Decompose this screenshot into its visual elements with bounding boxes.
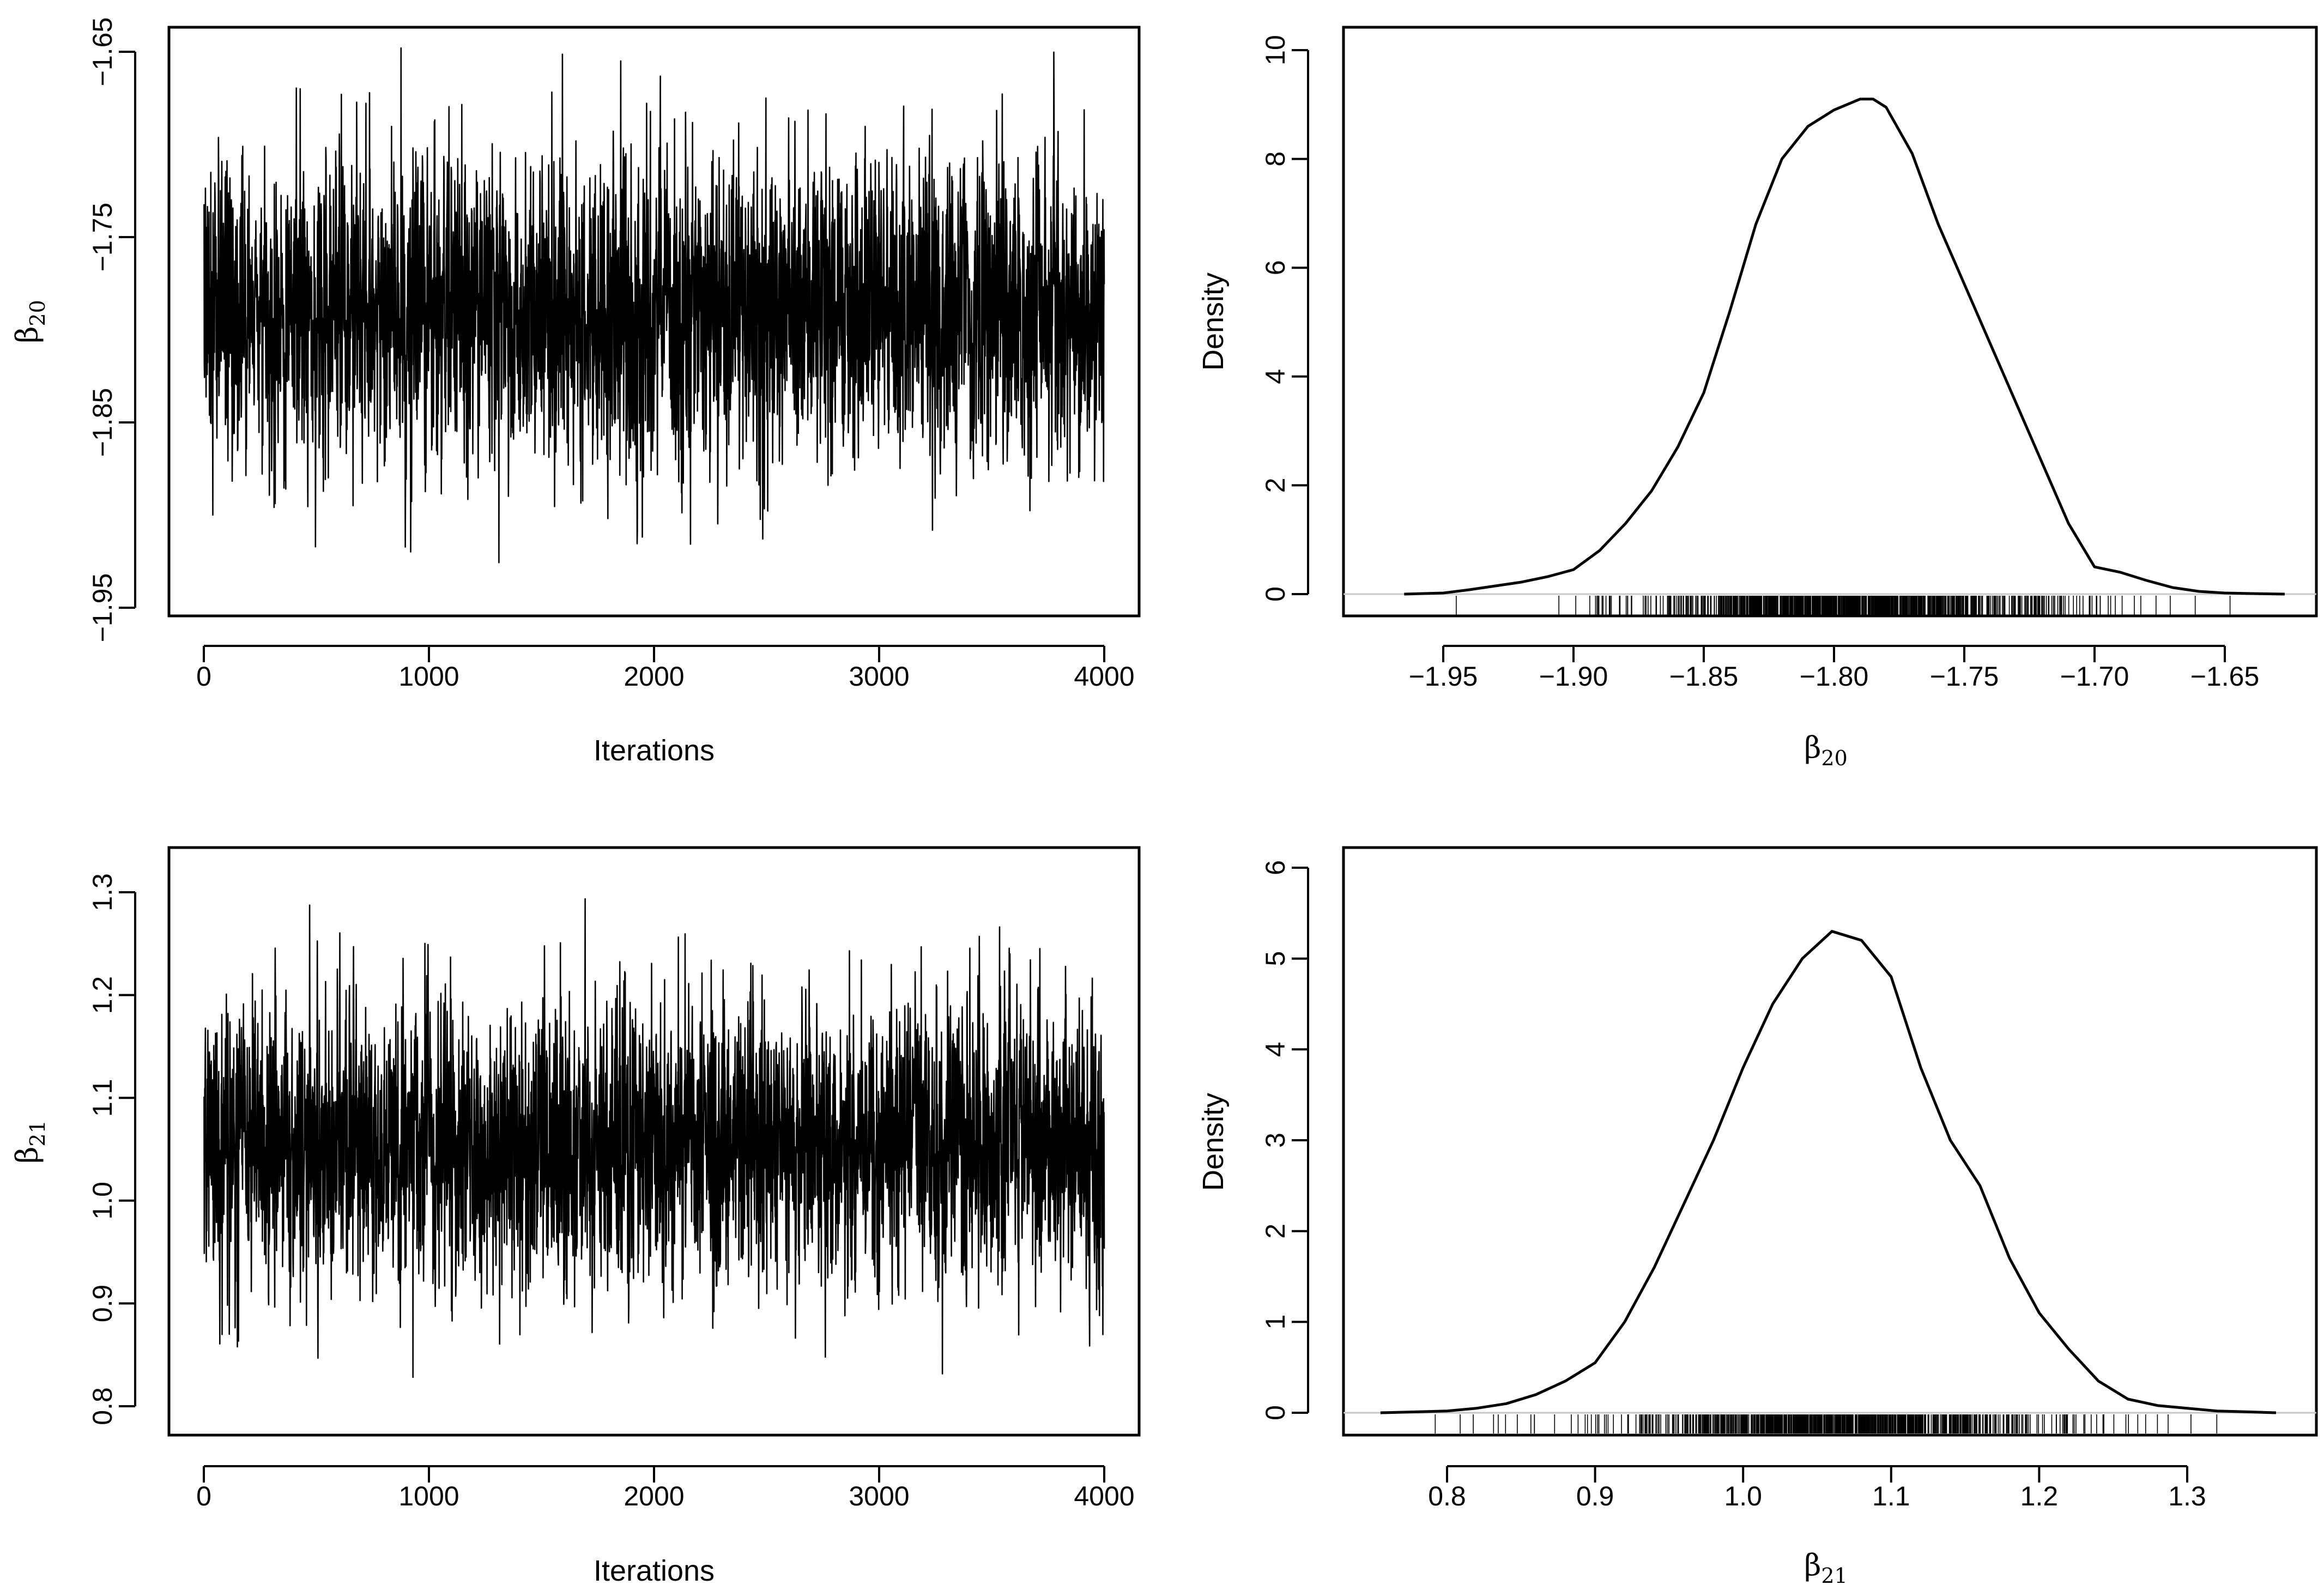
x-tick-label: 0 <box>196 1481 211 1511</box>
y-tick-label: 0 <box>1260 1405 1291 1420</box>
y-axis-label: β21 <box>10 1120 50 1164</box>
x-tick-label: 1000 <box>398 661 459 692</box>
y-axis: 0 2 4 6 8 10 <box>1260 35 1309 602</box>
density-path <box>1404 98 2285 596</box>
panel-trace-b20: 0 1000 2000 3000 4000 −1.95 −1.85 −1.75 … <box>10 17 1141 767</box>
x-tick-label: −1.70 <box>2060 661 2129 692</box>
x-tick-label: 3000 <box>849 661 909 692</box>
y-tick-label: 2 <box>1260 1224 1291 1239</box>
y-tick-label: 3 <box>1260 1133 1291 1148</box>
y-tick-label: −1.85 <box>87 388 118 457</box>
y-axis: −1.95 −1.85 −1.75 −1.65 <box>87 17 136 643</box>
plot-frame <box>167 26 1141 618</box>
x-tick-label: 2000 <box>624 661 684 692</box>
x-tick-label: 1.2 <box>2020 1481 2059 1511</box>
y-tick-label: −1.65 <box>87 17 118 87</box>
trace-path <box>203 47 1105 564</box>
density-curve <box>1380 930 2277 1414</box>
x-tick-label: 0.9 <box>1576 1481 1614 1511</box>
x-tick-label: 4000 <box>1074 1481 1134 1511</box>
panel-density-b21: 0.8 0.9 1.0 1.1 1.2 1.3 0 1 2 3 4 5 6 β2… <box>1197 846 2318 1588</box>
x-tick-label: −1.95 <box>1409 661 1478 692</box>
density-curve <box>1404 98 2285 596</box>
x-tick-label: −1.75 <box>1930 661 1999 692</box>
y-axis-label: Density <box>1197 1093 1230 1191</box>
trace-line <box>203 47 1105 564</box>
x-axis: 0 1000 2000 3000 4000 <box>196 645 1135 692</box>
x-tick-label: 1000 <box>398 1481 459 1511</box>
y-tick-label: 10 <box>1260 35 1291 65</box>
y-tick-label: 1.1 <box>87 1079 118 1117</box>
trace-line <box>203 898 1105 1378</box>
x-tick-label: −1.90 <box>1539 661 1608 692</box>
y-tick-label: 6 <box>1260 260 1291 275</box>
y-tick-label: 2 <box>1260 477 1291 493</box>
y-tick-label: 1 <box>1260 1314 1291 1329</box>
x-axis-label: Iterations <box>594 1554 715 1587</box>
y-axis-label: Density <box>1197 273 1230 371</box>
density-path <box>1380 930 2277 1414</box>
x-tick-label: 3000 <box>849 1481 909 1511</box>
x-tick-label: 0.8 <box>1428 1481 1466 1511</box>
y-axis: 0 1 2 3 4 5 6 <box>1260 860 1309 1420</box>
x-axis-label: β20 <box>1804 730 1848 770</box>
y-tick-label: −1.95 <box>87 573 118 643</box>
rug-marks <box>1456 596 2231 615</box>
y-tick-label: 6 <box>1260 860 1291 875</box>
x-tick-label: 2000 <box>624 1481 684 1511</box>
x-axis-label: β21 <box>1804 1548 1848 1588</box>
y-tick-label: 4 <box>1260 369 1291 384</box>
y-tick-label: 8 <box>1260 152 1291 167</box>
y-axis-label: β20 <box>10 300 50 343</box>
rug-marks <box>1435 1414 2218 1433</box>
y-tick-label: 4 <box>1260 1042 1291 1057</box>
panel-density-b20: −1.95 −1.90 −1.85 −1.80 −1.75 −1.70 −1.6… <box>1197 26 2318 770</box>
x-tick-label: −1.85 <box>1669 661 1739 692</box>
x-tick-label: 0 <box>196 661 211 692</box>
plot-frame <box>1342 846 2318 1437</box>
y-tick-label: 5 <box>1260 951 1291 966</box>
x-tick-label: −1.80 <box>1800 661 1869 692</box>
y-tick-label: 0.9 <box>87 1285 118 1323</box>
x-axis: −1.95 −1.90 −1.85 −1.80 −1.75 −1.70 −1.6… <box>1409 645 2260 692</box>
y-axis: 0.8 0.9 1.0 1.1 1.2 1.3 <box>87 873 136 1425</box>
y-tick-label: 1.0 <box>87 1182 118 1220</box>
y-tick-label: 0 <box>1260 586 1291 602</box>
y-tick-label: 1.2 <box>87 976 118 1014</box>
x-tick-label: 1.3 <box>2168 1481 2206 1511</box>
x-tick-label: 4000 <box>1074 661 1134 692</box>
x-axis-label: Iterations <box>594 734 715 767</box>
y-tick-label: 1.3 <box>87 873 118 911</box>
x-tick-label: 1.0 <box>1724 1481 1762 1511</box>
plot-frame <box>1342 26 2318 618</box>
x-axis: 0 1000 2000 3000 4000 <box>196 1465 1135 1511</box>
y-tick-label: 0.8 <box>87 1387 118 1425</box>
plot-frame <box>167 846 1141 1437</box>
x-tick-label: −1.65 <box>2190 661 2260 692</box>
trace-path <box>203 898 1105 1378</box>
y-tick-label: −1.75 <box>87 203 118 272</box>
x-axis: 0.8 0.9 1.0 1.1 1.2 1.3 <box>1428 1465 2206 1511</box>
x-tick-label: 1.1 <box>1872 1481 1910 1511</box>
panel-trace-b21: 0 1000 2000 3000 4000 0.8 0.9 1.0 1.1 1.… <box>10 846 1141 1587</box>
